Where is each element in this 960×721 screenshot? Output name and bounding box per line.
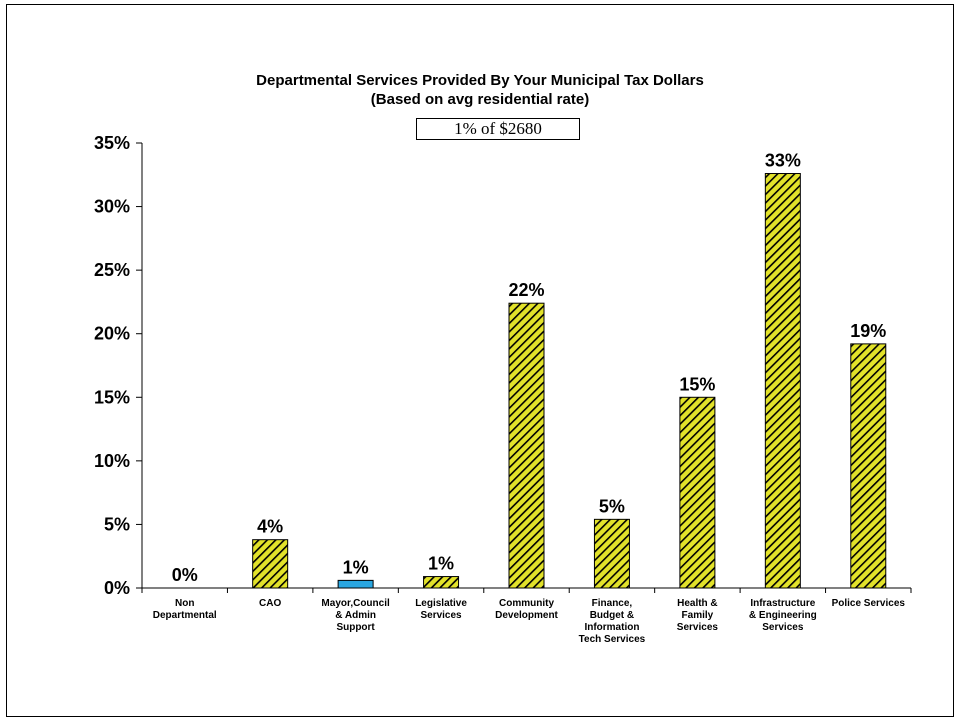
x-category-label: Finance, Budget & Information Tech Services xyxy=(569,598,655,646)
x-category-label-line: & Admin xyxy=(335,610,376,621)
chart-annotation: 1% of $2680 xyxy=(416,118,580,140)
chart-bars xyxy=(252,173,887,589)
bar xyxy=(423,576,460,589)
x-category-label-line: Information xyxy=(584,622,640,633)
x-category-label-line: Community xyxy=(499,598,554,609)
x-category-label-line: Health & xyxy=(677,598,718,609)
chart-data-labels: 0% 4% 1% 1% 22% 5% 15% 33% 19% xyxy=(172,151,887,585)
x-category-label-line: Services xyxy=(676,622,718,633)
chart-subtitle: (Based on avg residential rate) xyxy=(370,91,590,108)
bar-data-label: 5% xyxy=(599,496,625,516)
bar-data-label: 15% xyxy=(679,374,715,394)
x-category-label: Non Departmental xyxy=(142,598,228,622)
bar-data-label: 0% xyxy=(172,565,198,585)
x-category-label: CAO xyxy=(227,598,313,610)
x-category-label-line: & Engineering xyxy=(748,610,817,621)
x-category-label-line: Departmental xyxy=(152,610,217,621)
bar-data-label: 33% xyxy=(765,151,801,171)
y-tick-label: 15% xyxy=(94,387,130,407)
bar xyxy=(252,539,289,589)
x-category-label-line: Tech Services xyxy=(578,634,646,645)
x-category-label-line: Services xyxy=(420,610,462,621)
x-category-label-line: Budget & xyxy=(589,610,635,621)
x-category-label-line: Police Services xyxy=(831,598,905,609)
bar-data-label: 22% xyxy=(508,280,544,300)
x-category-label-line: Development xyxy=(495,610,558,621)
x-category-label-line: Mayor,Council xyxy=(321,598,390,609)
bar xyxy=(764,173,801,589)
bar xyxy=(679,396,716,589)
bar-data-label: 1% xyxy=(343,557,369,577)
y-tick-label: 5% xyxy=(104,514,130,534)
y-tick-label: 30% xyxy=(94,197,130,217)
x-category-label-line: Legislative xyxy=(415,598,467,609)
x-category-label: Health & Family Services xyxy=(654,598,740,634)
y-tick-label: 10% xyxy=(94,451,130,471)
x-category-label: Police Services xyxy=(825,598,911,610)
bar xyxy=(593,518,630,589)
x-category-label: Community Development xyxy=(484,598,570,622)
chart-axes: 0% 5% 10% 15% 20% 25% 30% 35% xyxy=(94,133,912,598)
x-category-label-line: CAO xyxy=(259,598,282,609)
y-tick-label: 0% xyxy=(104,578,130,598)
chart-title: Departmental Services Provided By Your M… xyxy=(256,72,704,89)
y-tick-label: 35% xyxy=(94,133,130,153)
x-category-label-line: Support xyxy=(336,622,375,633)
bar xyxy=(850,343,887,589)
x-category-label: Mayor,Council & Admin Support xyxy=(313,598,399,634)
x-category-label: Infrastructure & Engineering Services xyxy=(740,598,826,634)
y-tick-label: 20% xyxy=(94,324,130,344)
x-category-label-line: Finance, xyxy=(591,598,633,609)
x-category-label-line: Non xyxy=(174,598,195,609)
bar-data-label: 4% xyxy=(257,517,283,537)
bar-data-label: 1% xyxy=(428,554,454,574)
x-category-label-line: Services xyxy=(762,622,804,633)
x-category-label-line: Infrastructure xyxy=(750,598,816,609)
x-category-label-line: Family xyxy=(681,610,714,621)
bar xyxy=(337,579,374,589)
y-tick-label: 25% xyxy=(94,260,130,280)
x-category-label: Legislative Services xyxy=(398,598,484,622)
bar xyxy=(508,302,545,589)
bar-data-label: 19% xyxy=(850,321,886,341)
